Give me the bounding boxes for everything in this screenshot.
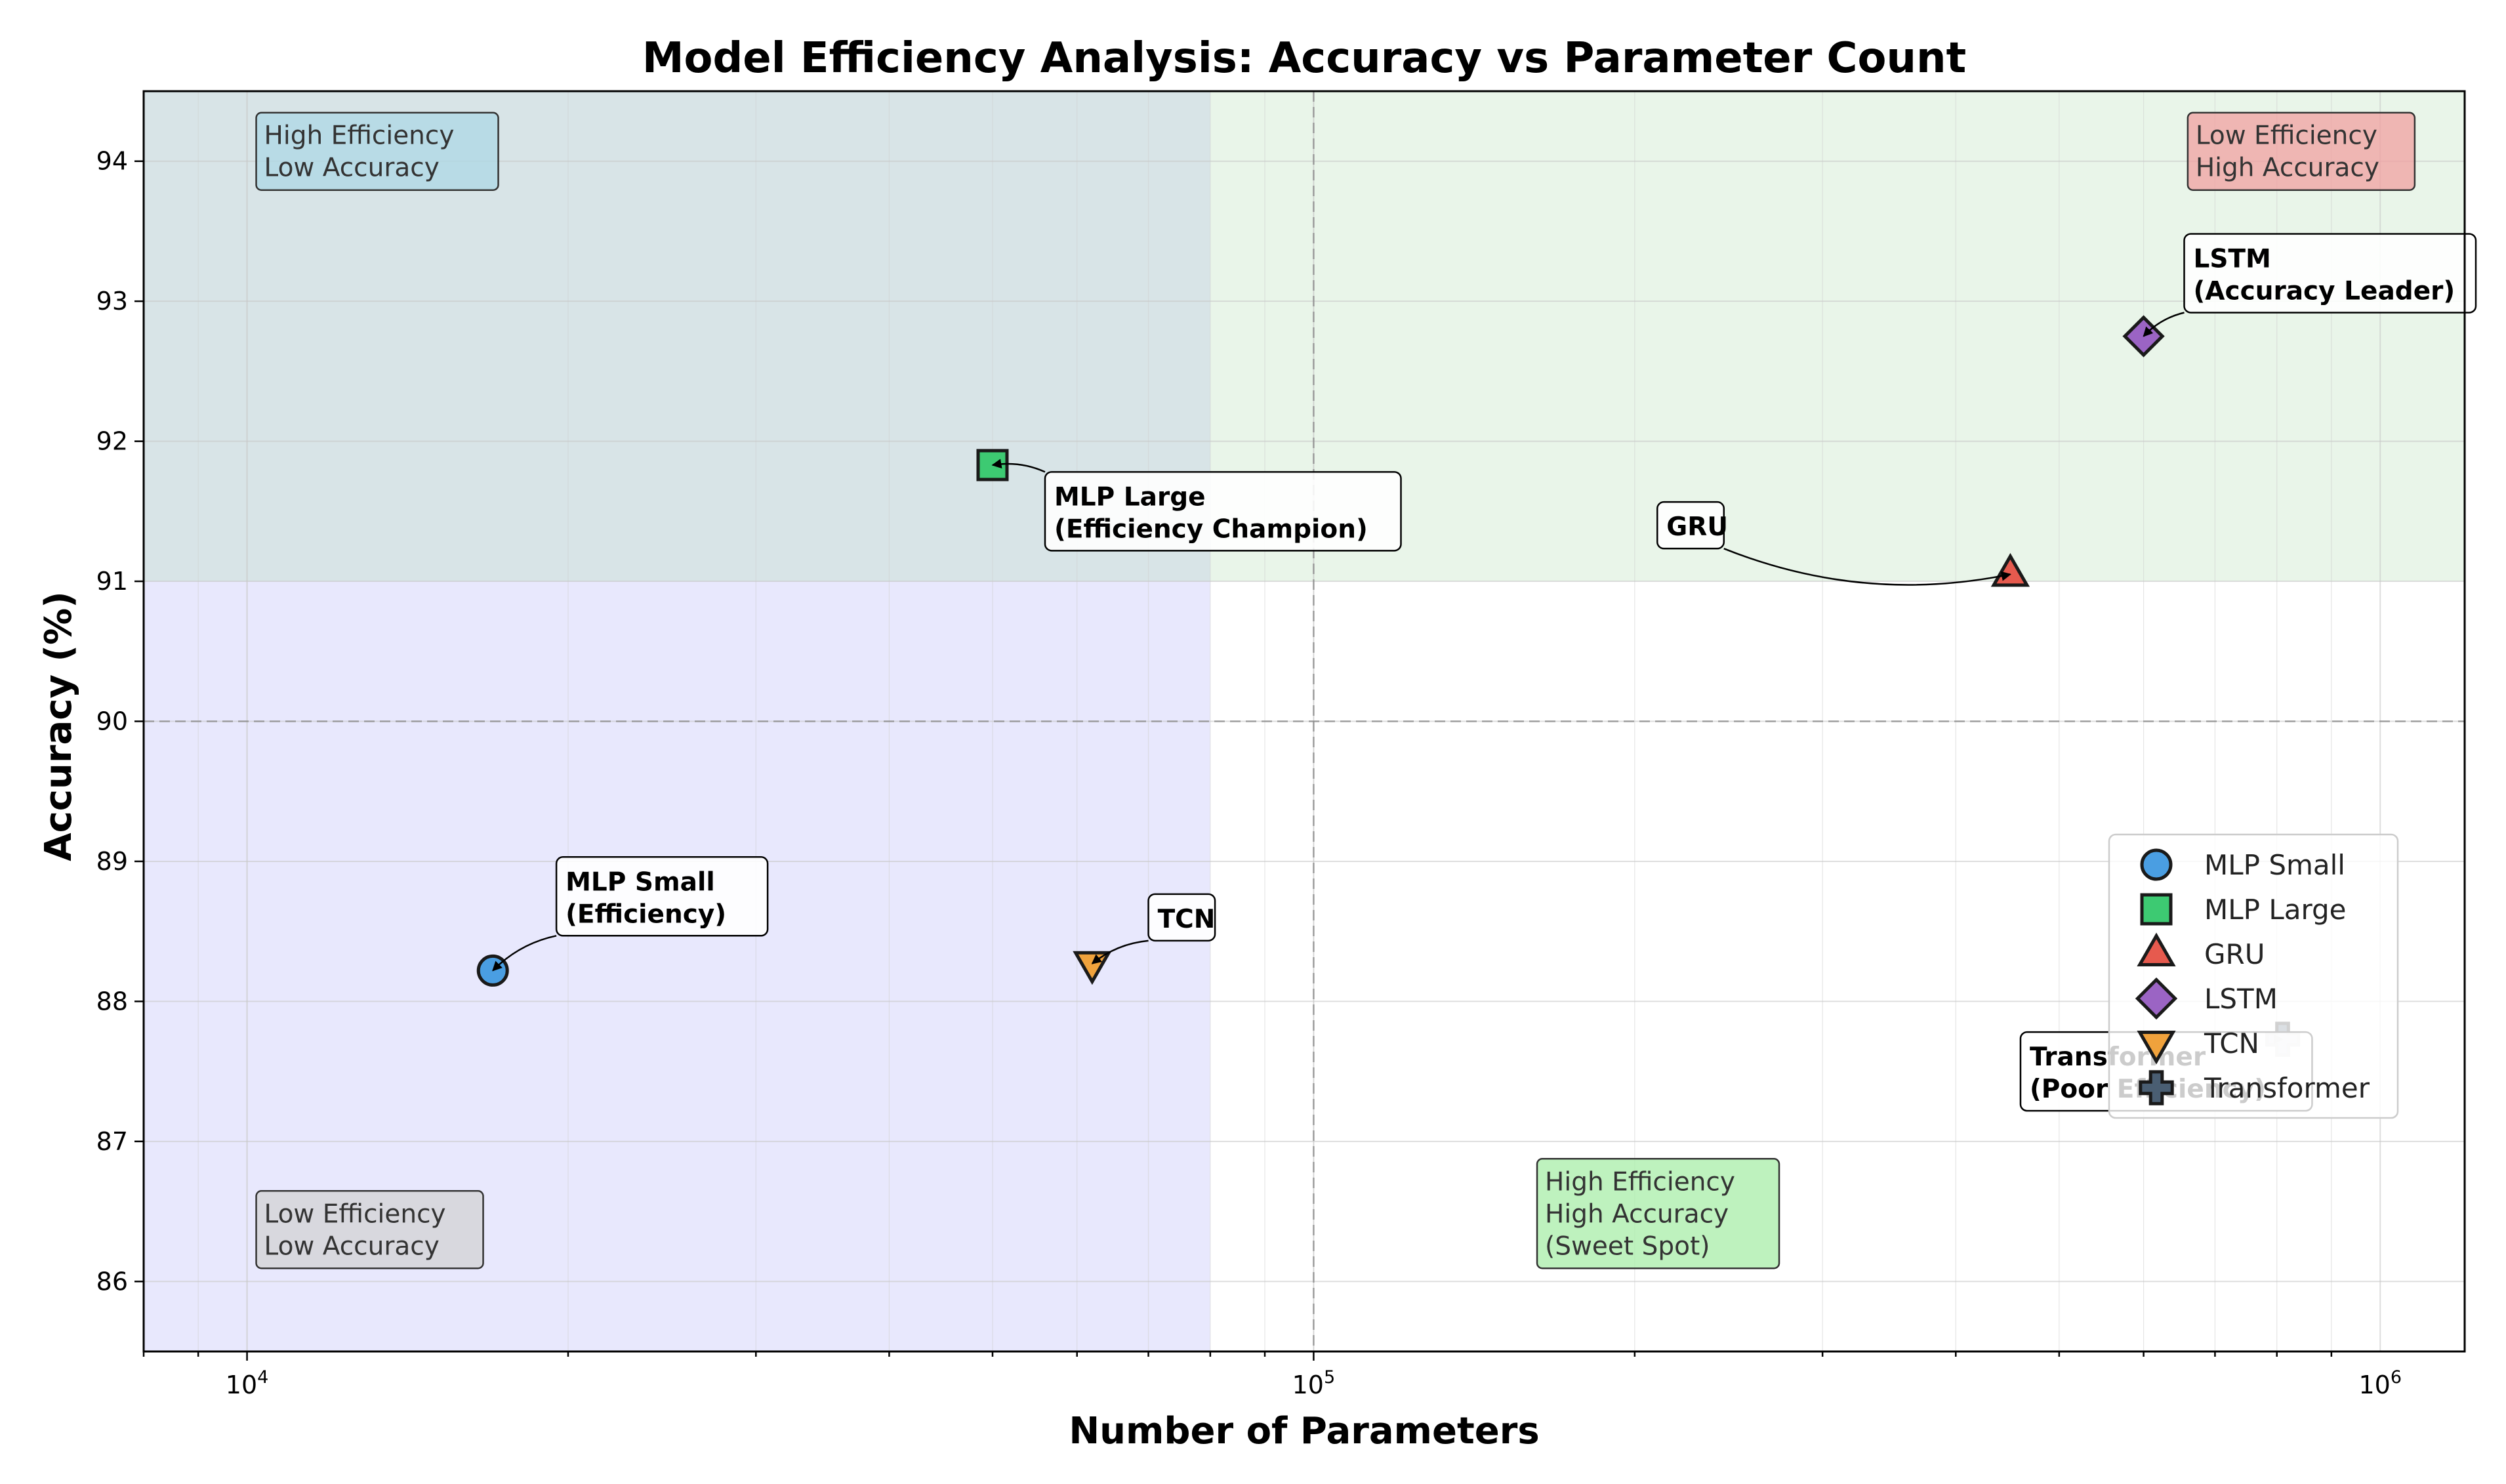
legend-box <box>2108 833 2399 1119</box>
y-tick-label: 89 <box>96 847 128 876</box>
y-tick-label: 94 <box>96 147 128 176</box>
annotation-text: MLP Large <box>1054 482 1206 512</box>
quadrant-label-box <box>1536 1158 1780 1269</box>
x-tick-base: 10 <box>2358 1371 2390 1399</box>
marker-square <box>2140 893 2173 926</box>
annotation-text: (Efficiency Champion) <box>1054 514 1368 544</box>
quadrant-label-text: (Sweet Spot) <box>1545 1231 1710 1261</box>
annotation-arrow <box>1723 548 2011 586</box>
y-tick-label: 86 <box>96 1267 128 1296</box>
quadrant-label-box <box>255 112 499 191</box>
marker-plus <box>2139 1070 2174 1105</box>
quadrant-label-text: Low Accuracy <box>264 154 440 183</box>
marker-circle <box>2140 848 2173 881</box>
x-tick-base: 10 <box>1292 1371 1324 1399</box>
annotation-4: TCN <box>1091 893 1216 964</box>
legend-label: MLP Small <box>2204 849 2345 881</box>
y-axis-label: Accuracy (%) <box>37 591 80 861</box>
annotation-text: TCN <box>1158 905 1216 934</box>
annotation-arrow <box>991 459 1046 473</box>
y-tick-label: 92 <box>96 427 128 456</box>
y-tick-label: 90 <box>96 707 128 736</box>
legend-item-mlp-small: MLP Small <box>2140 848 2345 881</box>
legend-label: MLP Large <box>2204 894 2346 926</box>
x-tick-exponent: 6 <box>2391 1367 2402 1388</box>
annotation-text: MLP Small <box>565 867 715 897</box>
y-tick-label: 87 <box>96 1127 128 1156</box>
annotation-1: MLP Large(Efficiency Champion) <box>991 459 1402 552</box>
annotation-box <box>1044 471 1402 552</box>
x-tick-exponent: 4 <box>257 1367 268 1388</box>
annotation-text: (Efficiency) <box>565 899 726 929</box>
quadrant-label-text: High Efficiency <box>1545 1167 1735 1197</box>
annotation-box <box>1656 501 1725 550</box>
legend-label: Transformer <box>2204 1072 2370 1104</box>
x-tick-label: 106 <box>2358 1367 2402 1399</box>
legend-label: TCN <box>2204 1027 2259 1060</box>
annotation-box <box>1147 893 1216 942</box>
legend: MLP Small MLP Large GRU LSTM TCN Transformer <box>2108 833 2399 1119</box>
y-tick-label: 93 <box>96 287 128 316</box>
quadrant-label-0: High Efficiency Low Accuracy <box>255 112 499 191</box>
legend-item-lstm: LSTM <box>2135 977 2278 1020</box>
quadrant-label-1: Low Efficiency High Accuracy <box>2187 112 2416 191</box>
quadrant-label-text: High Efficiency <box>264 121 455 151</box>
annotation-arrow <box>1091 939 1149 964</box>
annotation-text: LSTM <box>2193 244 2270 274</box>
annotation-box <box>555 856 769 937</box>
x-tick-base: 10 <box>226 1371 257 1399</box>
y-tick-label: 91 <box>96 567 128 596</box>
quadrant-label-text: Low Efficiency <box>264 1199 446 1229</box>
legend-label: GRU <box>2204 938 2265 970</box>
annotation-arrow <box>492 935 557 972</box>
x-axis-label: Number of Parameters <box>1069 1410 1539 1453</box>
y-tick-label: 88 <box>96 987 128 1016</box>
quadrant-label-box <box>2187 112 2416 191</box>
x-tick-label: 104 <box>226 1367 269 1399</box>
quadrant-label-text: Low Accuracy <box>264 1231 440 1261</box>
legend-item-tcn: TCN <box>2137 1027 2259 1065</box>
chart-title: Model Efficiency Analysis: Accuracy vs P… <box>642 34 1966 83</box>
annotation-box <box>2183 233 2477 314</box>
legend-item-mlp-large: MLP Large <box>2140 893 2346 926</box>
quadrant-label-text: Low Efficiency <box>2196 121 2377 151</box>
annotation-arrow <box>2143 312 2185 337</box>
marker-diamond <box>2135 977 2178 1020</box>
x-tick-label: 105 <box>1292 1367 1336 1399</box>
legend-item-transformer: Transformer <box>2139 1070 2370 1105</box>
x-tick-exponent: 5 <box>1324 1367 1335 1388</box>
annotation-3: LSTM(Accuracy Leader) <box>2143 233 2477 337</box>
annotation-text: (Accuracy Leader) <box>2193 276 2455 306</box>
legend-label: LSTM <box>2204 983 2278 1015</box>
quadrant-label-text: High Accuracy <box>1545 1199 1729 1229</box>
legend-item-gru: GRU <box>2137 932 2265 970</box>
quadrant-label-box <box>255 1190 484 1269</box>
quadrant-label-text: High Accuracy <box>2196 154 2379 183</box>
annotation-2: GRU <box>1656 501 2011 586</box>
annotation-text: GRU <box>1666 512 1728 542</box>
marker-triangle-down <box>2137 1031 2176 1065</box>
marker-triangle-up <box>2137 932 2176 966</box>
annotation-0: MLP Small(Efficiency) <box>492 856 769 972</box>
